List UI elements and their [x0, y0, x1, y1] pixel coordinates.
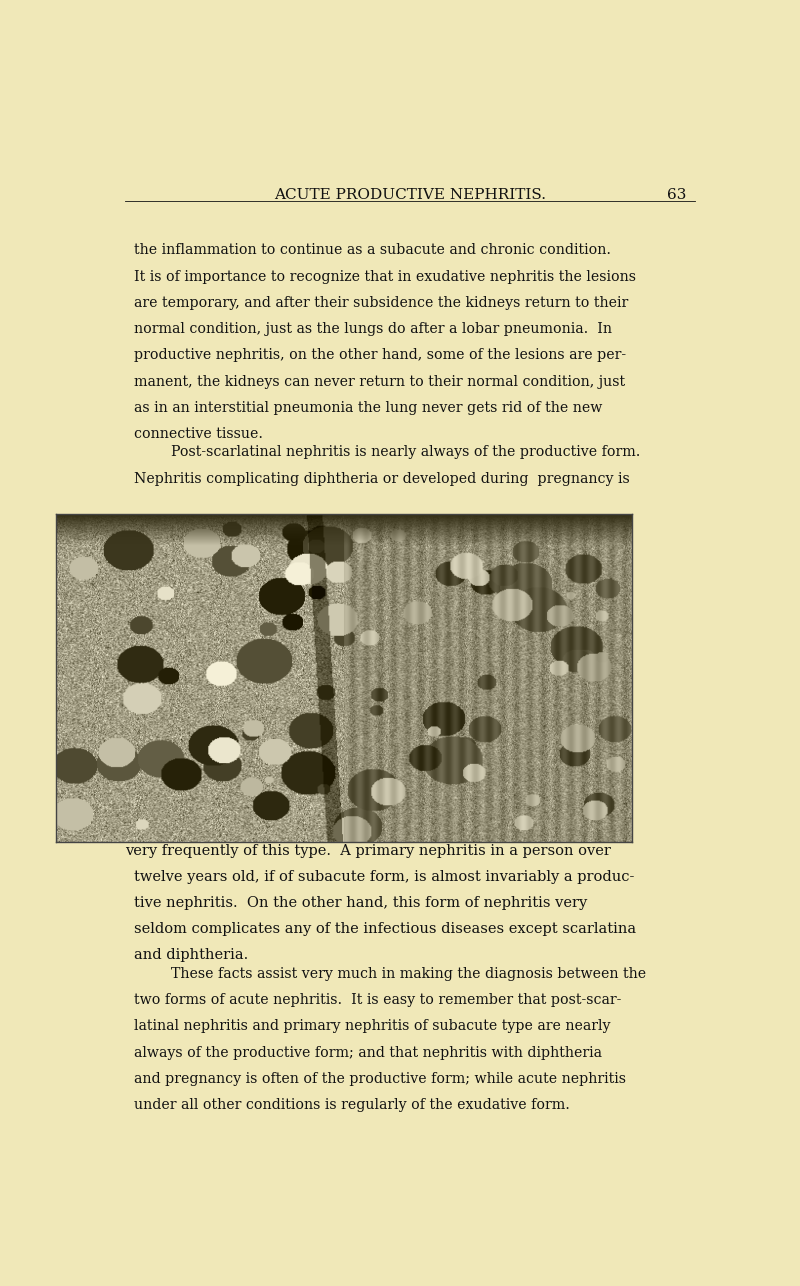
Text: as in an interstitial pneumonia the lung never gets rid of the new: as in an interstitial pneumonia the lung… [134, 401, 602, 415]
Text: productive nephritis, on the other hand, some of the lesions are per-: productive nephritis, on the other hand,… [134, 349, 626, 363]
Text: Nephritis complicating diphtheria or developed during  pregnancy is: Nephritis complicating diphtheria or dev… [134, 472, 630, 486]
Text: under all other conditions is regularly of the exudative form.: under all other conditions is regularly … [134, 1098, 570, 1112]
Text: twelve years old, if of subacute form, is almost invariably a produc-: twelve years old, if of subacute form, i… [134, 869, 634, 883]
Text: It is of importance to recognize that in exudative nephritis the lesions: It is of importance to recognize that in… [134, 270, 636, 284]
Text: and diphtheria.: and diphtheria. [134, 949, 248, 962]
Text: Fig. 6.—Vertical Section of the Cortex.  Acute Productive Nephritis.: Fig. 6.—Vertical Section of the Cortex. … [191, 806, 629, 819]
Text: These facts assist very much in making the diagnosis between the: These facts assist very much in making t… [171, 967, 646, 981]
Text: always of the productive form; and that nephritis with diphtheria: always of the productive form; and that … [134, 1046, 602, 1060]
Text: 63: 63 [666, 188, 686, 202]
Text: tive nephritis.  On the other hand, this form of nephritis very: tive nephritis. On the other hand, this … [134, 896, 587, 910]
Text: connective tissue.: connective tissue. [134, 427, 263, 441]
Text: are temporary, and after their subsidence the kidneys return to their: are temporary, and after their subsidenc… [134, 296, 628, 310]
Text: ACUTE PRODUCTIVE NEPHRITIS.: ACUTE PRODUCTIVE NEPHRITIS. [274, 188, 546, 202]
Text: very frequently of this type.  A primary nephritis in a person over: very frequently of this type. A primary … [125, 844, 610, 858]
Text: latinal nephritis and primary nephritis of subacute type are nearly: latinal nephritis and primary nephritis … [134, 1020, 610, 1033]
Text: normal condition, just as the lungs do after a lobar pneumonia.  In: normal condition, just as the lungs do a… [134, 323, 612, 336]
Text: two forms of acute nephritis.  It is easy to remember that post-scar-: two forms of acute nephritis. It is easy… [134, 993, 622, 1007]
Text: Post-scarlatinal nephritis is nearly always of the productive form.: Post-scarlatinal nephritis is nearly alw… [171, 445, 641, 459]
Text: the inflammation to continue as a subacute and chronic condition.: the inflammation to continue as a subacu… [134, 243, 611, 257]
Text: manent, the kidneys can never return to their normal condition, just: manent, the kidneys can never return to … [134, 374, 626, 388]
Text: and pregnancy is often of the productive form; while acute nephritis: and pregnancy is often of the productive… [134, 1071, 626, 1085]
Text: seldom complicates any of the infectious diseases except scarlatina: seldom complicates any of the infectious… [134, 922, 636, 936]
